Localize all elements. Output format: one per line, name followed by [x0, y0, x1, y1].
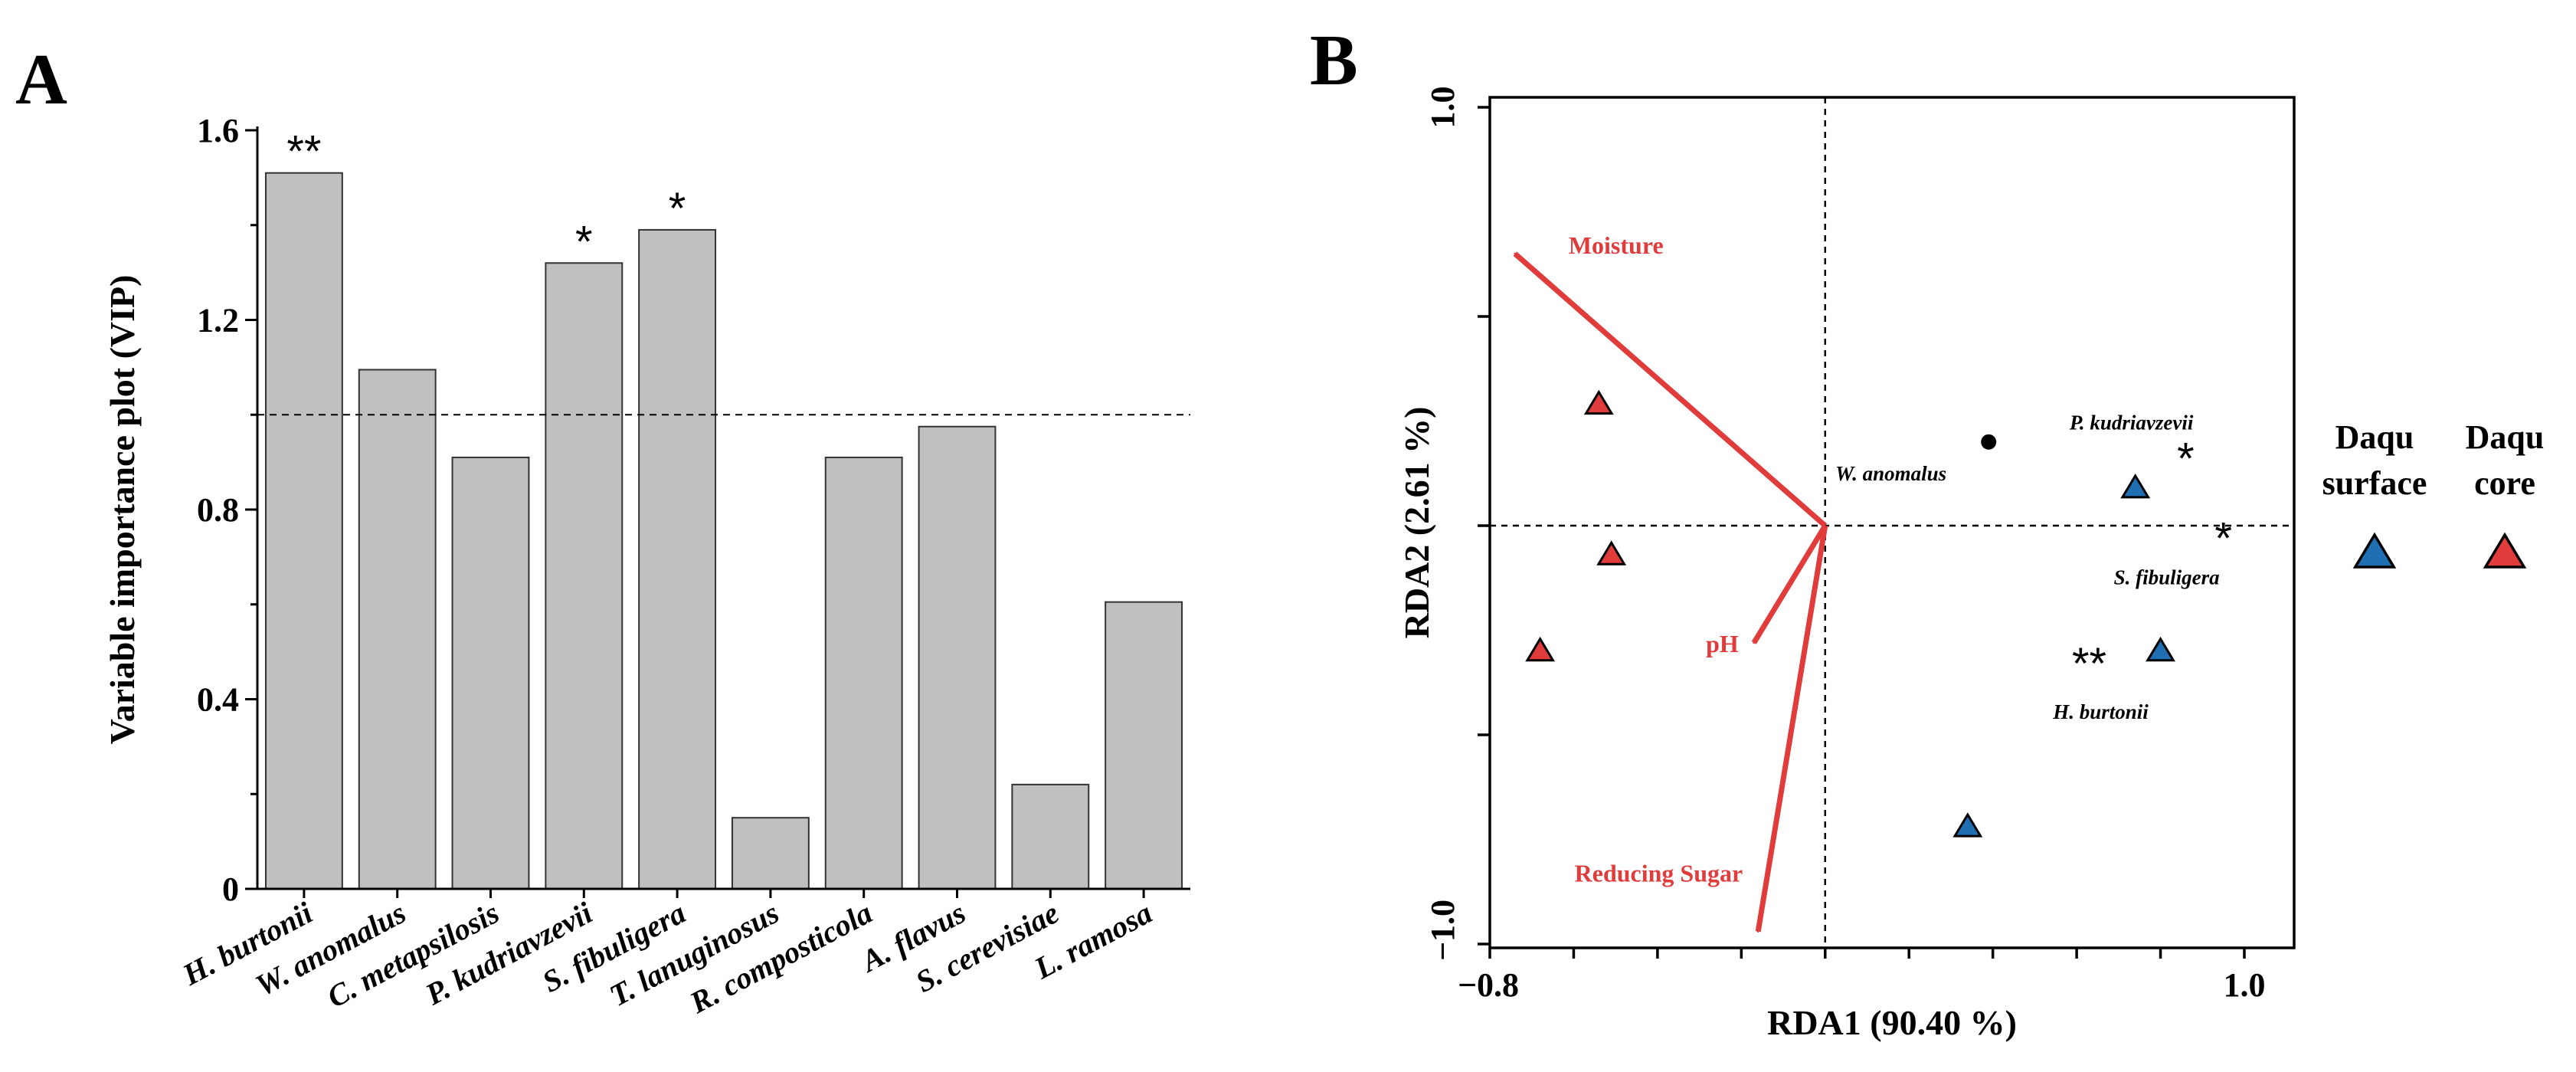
- legend-line1-1: Daqu: [2335, 418, 2414, 456]
- env-label-2: pH: [1706, 630, 1739, 657]
- y-tick-label-bottom: −1.0: [1424, 900, 1461, 961]
- env-arrow-2: [1751, 524, 1828, 643]
- panel-a-label: A: [15, 40, 67, 120]
- y-tick-label-3: 0.8: [197, 491, 239, 529]
- legend-line2-2: core: [2474, 464, 2535, 502]
- bar-7: [824, 456, 903, 890]
- sample-triangle-5: [1596, 540, 1627, 566]
- y-tick-label-5: 1.6: [197, 112, 239, 149]
- y-tick-label-4: 1.2: [197, 302, 239, 339]
- x-tick-label-right: 1.0: [2224, 966, 2266, 1004]
- bar-8: [918, 425, 997, 890]
- legend-line1-2: Daqu: [2466, 418, 2545, 456]
- sample-triangle-2: [2146, 636, 2176, 662]
- significance-mark-4: *: [575, 217, 593, 267]
- y-tick-label-top: 1.0: [1424, 87, 1461, 129]
- legend-marker-1: [2352, 532, 2397, 569]
- x-axis-title: RDA1 (90.40 %): [1767, 1003, 2017, 1042]
- species-label-4: H. burtonii: [2052, 700, 2149, 723]
- env-arrow-3: [1755, 525, 1828, 932]
- sample-triangle-4: [1583, 389, 1614, 415]
- sample-triangle-1: [2120, 473, 2151, 499]
- env-label-1: Moisture: [1569, 231, 1664, 259]
- significance-mark-1: **: [286, 127, 321, 177]
- legend-marker-2: [2483, 532, 2527, 569]
- bar-4: [545, 262, 624, 890]
- bar-5: [638, 228, 717, 890]
- bar-2: [358, 369, 437, 890]
- species-point-1: [1981, 434, 1997, 450]
- x-tick-label-left: −0.8: [1458, 966, 1519, 1004]
- bar-3: [451, 456, 530, 890]
- env-arrow-1: [1513, 251, 1828, 528]
- legend-line2-1: surface: [2322, 464, 2427, 502]
- bar-10: [1105, 601, 1183, 890]
- species-significance-2: *: [2177, 434, 2195, 484]
- panel-b-label: B: [1310, 21, 1358, 100]
- species-significance-3: *: [2214, 513, 2232, 563]
- bar-6: [731, 817, 810, 890]
- plot-frame: [1488, 96, 2296, 949]
- env-label-3: Reducing Sugar: [1575, 860, 1743, 887]
- y-tick-label-2: 0.4: [197, 681, 239, 719]
- species-label-1: W. anomalus: [1835, 462, 1946, 485]
- significance-mark-5: *: [669, 184, 686, 234]
- y-tick-label-1: 0: [222, 870, 239, 908]
- sample-triangle-3: [1952, 812, 1983, 838]
- species-significance-4: **: [2072, 639, 2106, 689]
- y-axis-title: RDA2 (2.61 %): [1397, 407, 1436, 639]
- sample-triangle-6: [1525, 636, 1556, 662]
- species-label-2: P. kudriavzevii: [2069, 411, 2194, 434]
- rda-biplot: 1.0 −1.0 −0.8 1.0 RDA1 (90.40 %) RDA2 (2.61 %…: [1397, 87, 2544, 1043]
- species-label-3: S. fibuligera: [2114, 566, 2220, 588]
- bar-1: [264, 172, 343, 890]
- bar-9: [1011, 783, 1090, 890]
- y-axis-title: Variable importance plot (VIP): [103, 275, 142, 745]
